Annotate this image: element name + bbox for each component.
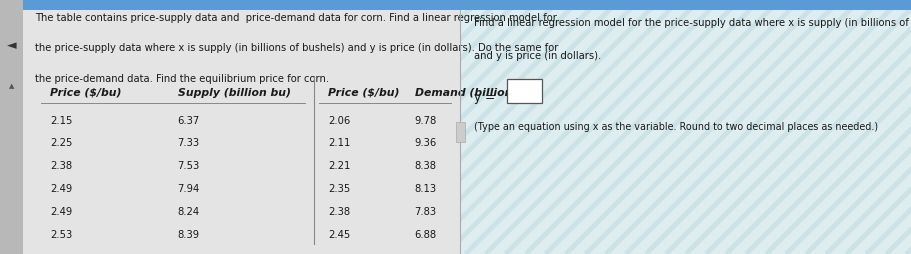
Text: 2.11: 2.11	[328, 138, 351, 148]
Text: 7.53: 7.53	[178, 161, 200, 171]
Text: 2.45: 2.45	[328, 230, 350, 240]
Bar	[0, 0, 911, 10]
Text: 2.25: 2.25	[50, 138, 73, 148]
Text: 9.36: 9.36	[415, 138, 436, 148]
Text: 8.39: 8.39	[178, 230, 200, 240]
Text: Supply (billion bu): Supply (billion bu)	[178, 88, 291, 98]
Text: 2.49: 2.49	[50, 184, 72, 194]
Text: 2.15: 2.15	[50, 116, 73, 125]
Text: 2.35: 2.35	[328, 184, 350, 194]
Text: Demand (billion bu): Demand (billion bu)	[415, 88, 537, 98]
Text: 6.37: 6.37	[178, 116, 200, 125]
Text: ▲: ▲	[9, 83, 15, 89]
Text: the price-demand data. Find the equilibrium price for corn.: the price-demand data. Find the equilibr…	[35, 74, 329, 84]
Text: 8.24: 8.24	[178, 207, 200, 217]
Text: The table contains price-supply data and  price-demand data for corn. Find a lin: The table contains price-supply data and…	[35, 13, 557, 23]
Text: 7.94: 7.94	[178, 184, 200, 194]
Text: Price ($/bu): Price ($/bu)	[50, 88, 121, 98]
Text: 7.33: 7.33	[178, 138, 200, 148]
Text: 6.88: 6.88	[415, 230, 436, 240]
Text: ◄: ◄	[7, 39, 16, 52]
Text: y =: y =	[474, 91, 495, 104]
Text: Price ($/bu): Price ($/bu)	[328, 88, 399, 98]
Text: 2.21: 2.21	[328, 161, 351, 171]
Text: Find a linear regression model for the price-supply data where x is supply (in b: Find a linear regression model for the p…	[474, 18, 911, 28]
Text: 2.53: 2.53	[50, 230, 72, 240]
Text: 2.38: 2.38	[328, 207, 350, 217]
Text: 8.38: 8.38	[415, 161, 436, 171]
Bar	[0, 0, 23, 254]
Text: 2.49: 2.49	[50, 207, 72, 217]
Text: 7.83: 7.83	[415, 207, 436, 217]
Text: the price-supply data where x is supply (in billions of bushels) and y is price : the price-supply data where x is supply …	[35, 43, 558, 53]
Bar	[460, 0, 911, 254]
Bar	[456, 122, 465, 142]
Text: 2.38: 2.38	[50, 161, 72, 171]
Bar	[507, 79, 542, 103]
Text: 8.13: 8.13	[415, 184, 436, 194]
Text: and y is price (in dollars).: and y is price (in dollars).	[474, 51, 601, 61]
Text: 2.06: 2.06	[328, 116, 350, 125]
Text: 9.78: 9.78	[415, 116, 436, 125]
Bar	[0, 0, 460, 254]
Text: (Type an equation using x as the variable. Round to two decimal places as needed: (Type an equation using x as the variabl…	[474, 122, 878, 132]
